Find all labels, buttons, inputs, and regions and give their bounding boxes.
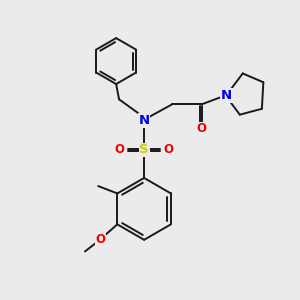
Text: S: S (139, 143, 149, 157)
Text: O: O (164, 143, 174, 157)
Text: O: O (96, 233, 106, 246)
Text: O: O (114, 143, 124, 157)
Text: N: N (221, 89, 232, 102)
Text: N: N (139, 114, 150, 127)
Text: O: O (196, 122, 206, 135)
